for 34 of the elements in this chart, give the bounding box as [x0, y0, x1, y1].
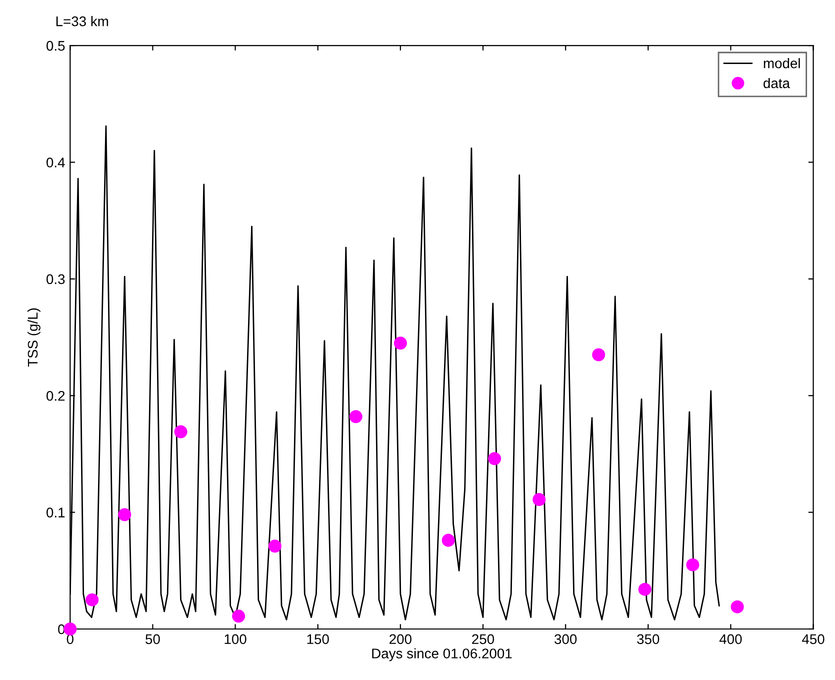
legend-label: data [764, 78, 790, 88]
point [268, 540, 282, 553]
y-tick-label: 0.3 [46, 274, 65, 284]
y-tick-label: 0.2 [46, 390, 65, 401]
y-tick-label: 0.5 [46, 40, 65, 51]
point [118, 508, 132, 522]
point [532, 492, 546, 506]
point [349, 410, 362, 424]
x-tick-label: 100 [224, 634, 246, 644]
x-tick-label: 450 [802, 634, 824, 644]
point [592, 348, 606, 362]
x-axis-title: Days since 01.06.2001 [372, 648, 512, 662]
point [686, 558, 700, 572]
x-tick-label: 150 [307, 634, 329, 644]
point [442, 534, 455, 547]
legend-label: model [764, 58, 800, 68]
y-axis-title: TSS (g/L) [27, 308, 40, 367]
x-tick-label: 50 [146, 634, 160, 644]
point [64, 622, 77, 636]
y-tick-label: 0.4 [46, 158, 65, 168]
x-tick-label: 350 [637, 634, 660, 644]
x-tick-label: 400 [719, 634, 742, 644]
point [86, 593, 99, 606]
point [174, 425, 188, 438]
x-tick-label: 300 [554, 634, 577, 644]
point [232, 610, 246, 623]
y-tick-label: 0.1 [46, 508, 65, 518]
x-tick-label: 200 [390, 634, 412, 644]
x-tick-label: 250 [472, 634, 494, 644]
point [638, 582, 652, 596]
point [394, 336, 407, 350]
point [488, 452, 502, 466]
chart-title: L=33 km [56, 16, 108, 26]
point [730, 600, 744, 614]
